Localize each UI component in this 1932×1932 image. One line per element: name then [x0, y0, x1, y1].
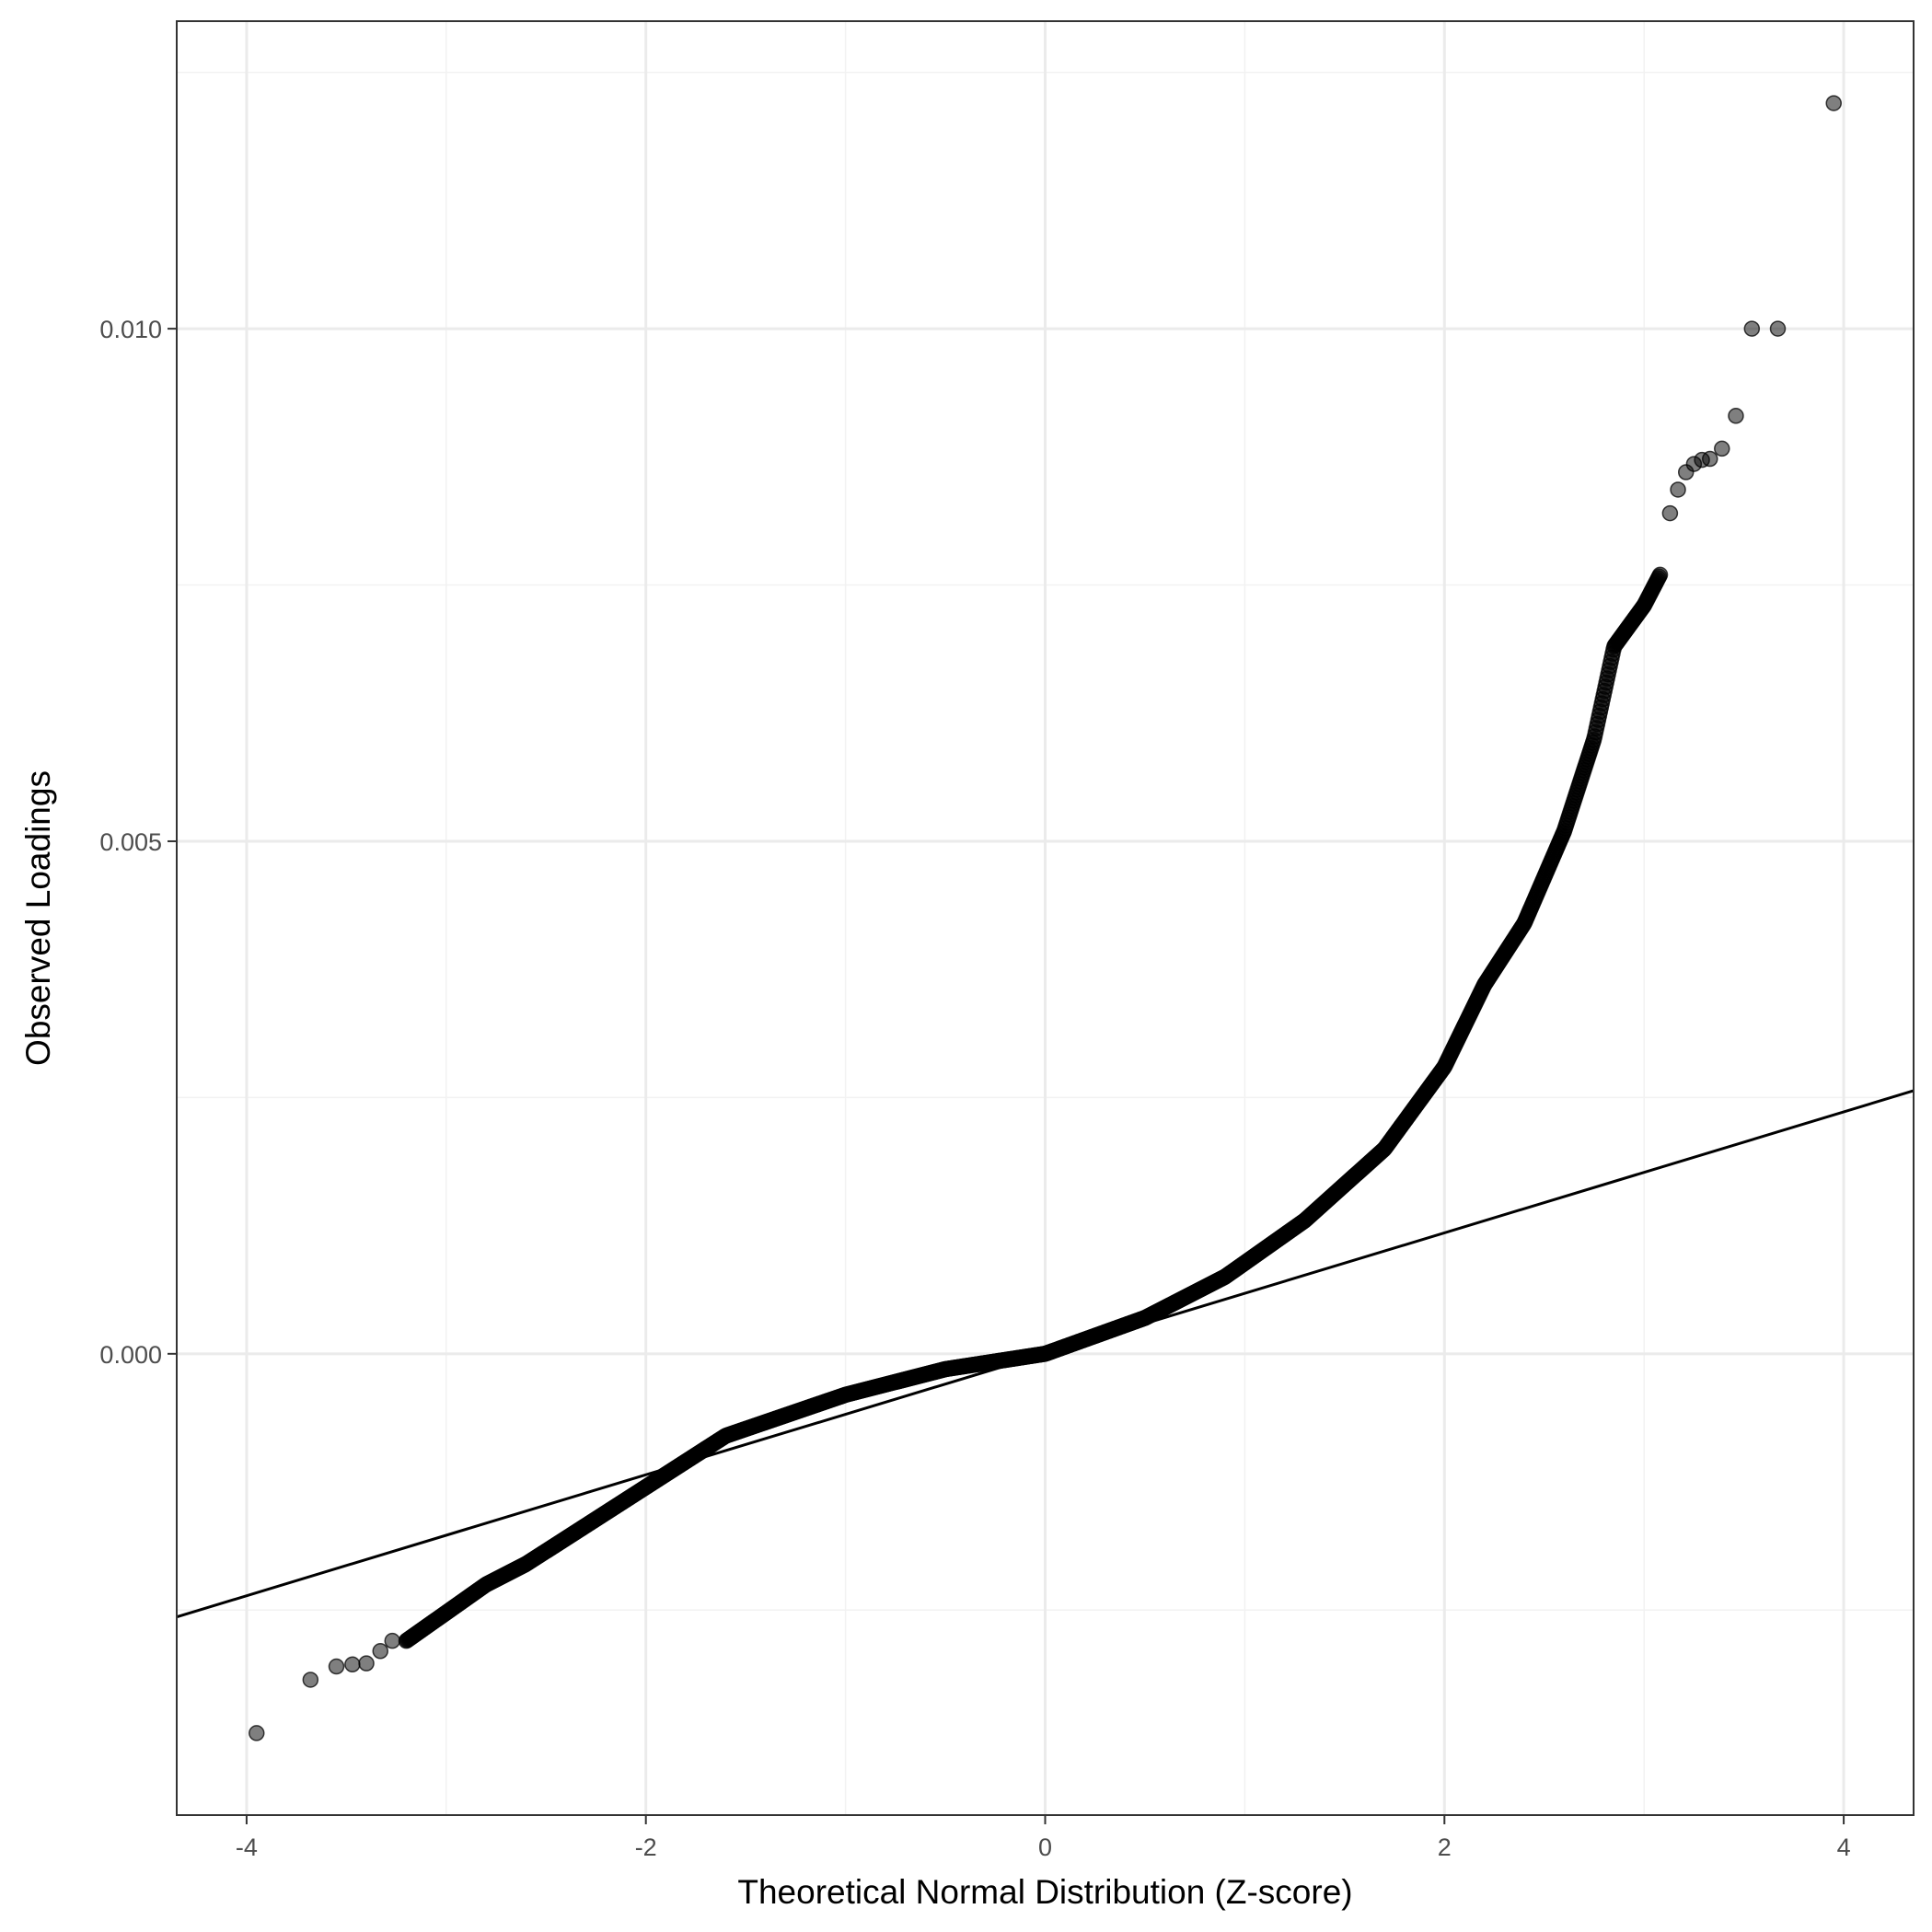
data-point-outlier [344, 1656, 361, 1673]
data-point-outlier [1769, 320, 1787, 337]
y-tick-label: 0.010 [99, 316, 162, 343]
x-tick-label: -4 [236, 1834, 258, 1861]
x-axis-title: Theoretical Normal Distribution (Z-score… [737, 1873, 1352, 1911]
data-points [249, 95, 1842, 1741]
x-tick-label: 0 [1038, 1834, 1052, 1861]
data-point-outlier [249, 1725, 265, 1741]
data-point-outlier [372, 1643, 388, 1660]
x-tick-label: 4 [1837, 1834, 1851, 1861]
y-axis-title: Observed Loadings [19, 770, 57, 1066]
data-point-outlier [328, 1658, 345, 1675]
x-tick-label: 2 [1438, 1834, 1452, 1861]
data-point [1651, 566, 1669, 584]
data-point-outlier [1825, 95, 1842, 111]
y-tick-label: 0.000 [99, 1341, 162, 1369]
data-point-outlier [1743, 320, 1761, 337]
data-point-outlier [1661, 504, 1679, 522]
data-point-outlier [1670, 481, 1686, 498]
axes: -4 -2 0 2 4 0.000 0.005 0.010 [99, 316, 1850, 1861]
data-point-outlier [1714, 440, 1730, 457]
data-point-outlier [1728, 408, 1744, 424]
grid [177, 21, 1914, 1815]
x-tick-label: -2 [635, 1834, 657, 1861]
data-point-outlier [1702, 450, 1718, 468]
data-point-outlier [384, 1632, 400, 1649]
data-point-outlier [358, 1655, 375, 1672]
data-point-outlier [302, 1672, 319, 1688]
y-tick-label: 0.005 [99, 828, 162, 856]
